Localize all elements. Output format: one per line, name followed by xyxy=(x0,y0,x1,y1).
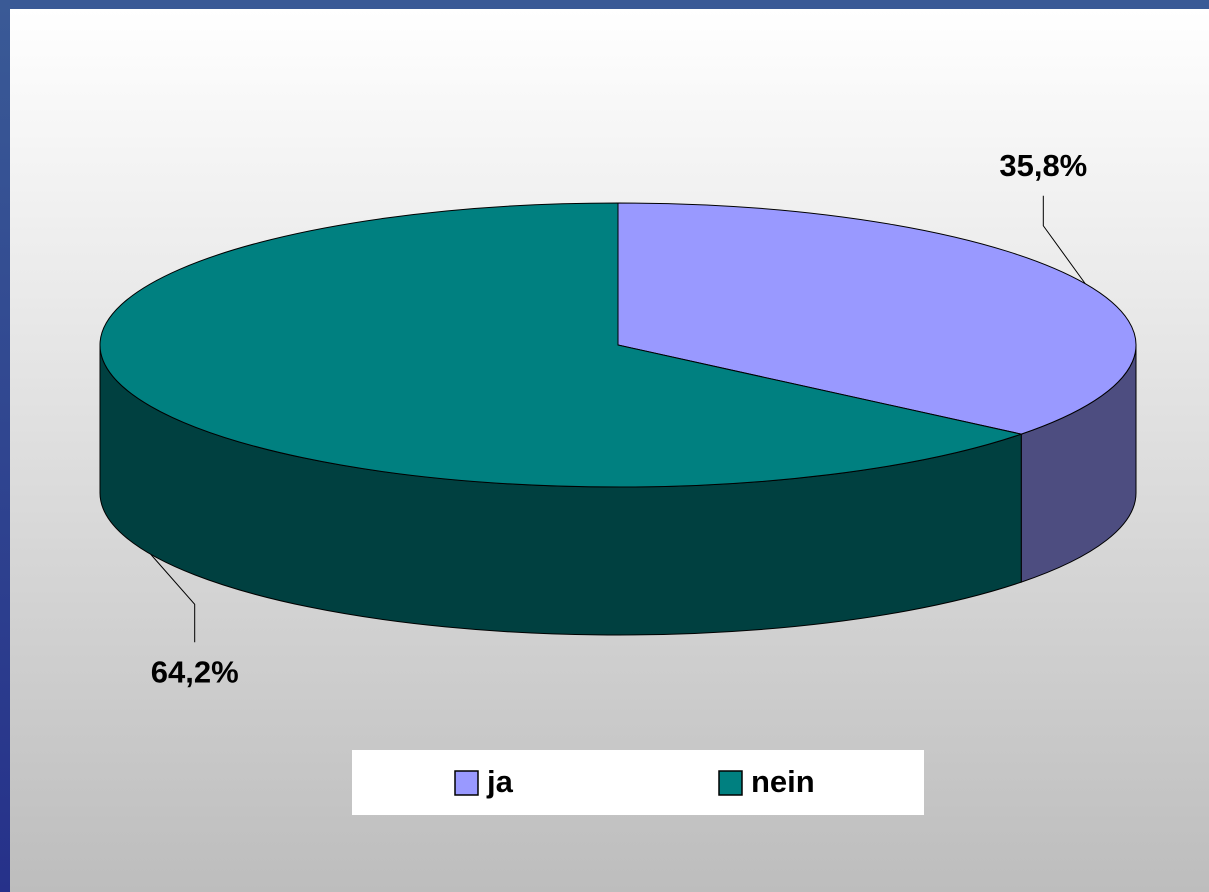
data-label: 35,8% xyxy=(999,148,1087,183)
legend-label: nein xyxy=(751,764,815,799)
legend-box xyxy=(352,750,924,815)
legend-swatch xyxy=(718,770,743,796)
legend-label: ja xyxy=(486,764,514,799)
leader-line xyxy=(150,553,196,643)
pie-slice xyxy=(99,202,1024,488)
data-label: 64,2% xyxy=(151,654,239,689)
leader-line xyxy=(1042,195,1086,285)
legend-swatch xyxy=(454,770,479,796)
